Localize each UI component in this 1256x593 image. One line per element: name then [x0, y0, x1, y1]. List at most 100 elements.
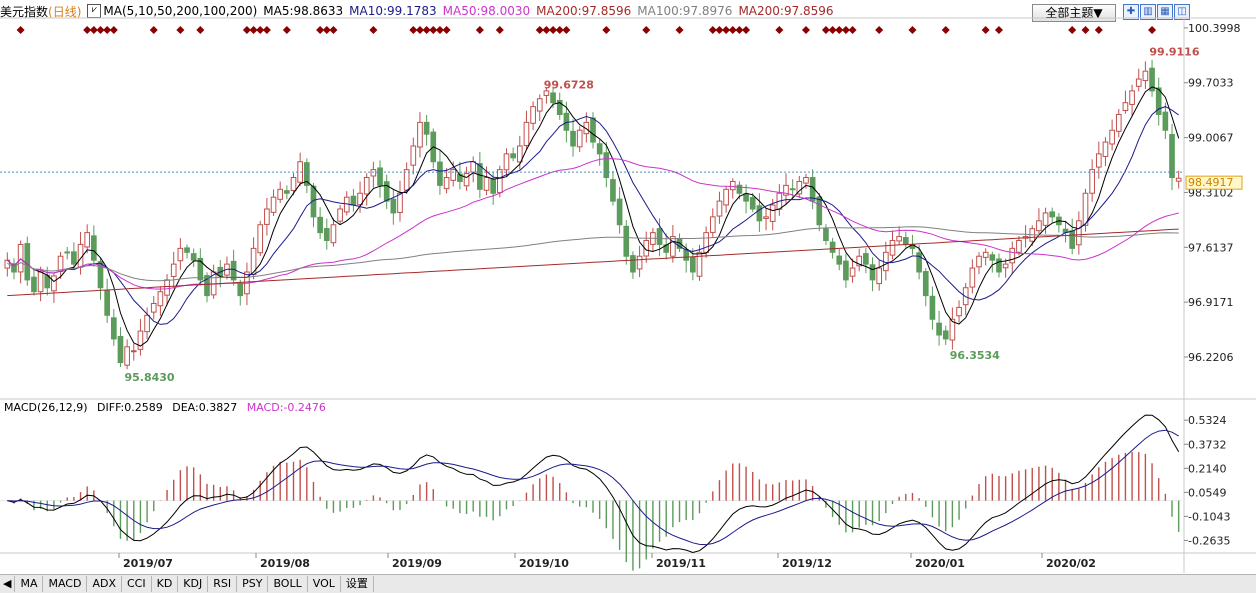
tab-settings[interactable]: 设置 — [341, 576, 374, 592]
candle-body — [1175, 177, 1182, 182]
signal-marker — [535, 26, 544, 34]
candle-body — [370, 169, 377, 177]
ma100-line — [7, 226, 1179, 282]
candle-body — [969, 267, 976, 288]
signal-marker — [642, 26, 651, 34]
time-tick-label: 2019/08 — [260, 557, 310, 570]
ma200-value-b: MA200:97.8596 — [738, 4, 834, 18]
macd-header: MACD(26,12,9) DIFF:0.2589 DEA:0.3827 MAC… — [4, 401, 332, 414]
ma5-line — [6, 86, 1180, 347]
time-tick-label: 2019/11 — [656, 557, 706, 570]
chart-layout-icon[interactable]: ▥ — [1140, 4, 1156, 20]
candle-body — [477, 163, 483, 190]
candle-body — [616, 198, 623, 226]
signal-marker — [555, 26, 564, 34]
price-tick-label: 96.2206 — [1188, 351, 1234, 364]
signal-marker — [1094, 26, 1103, 34]
candle-body — [410, 145, 417, 166]
candle-body — [390, 198, 397, 214]
tab-psy[interactable]: PSY — [237, 576, 269, 592]
candle-body — [543, 90, 550, 96]
ma10-value: MA10:99.1783 — [349, 4, 437, 18]
candle-body — [204, 275, 210, 297]
signal-marker — [495, 26, 504, 34]
time-tick-label: 2020/01 — [915, 557, 965, 570]
indicator-tabs: ◀ MA MACD ADX CCI KD KDJ RSI PSY BOLL VO… — [0, 574, 1256, 593]
candle-body — [610, 179, 616, 202]
signal-marker — [735, 26, 744, 34]
tab-adx[interactable]: ADX — [87, 576, 122, 592]
candle-body — [936, 322, 942, 336]
tab-rsi[interactable]: RSI — [208, 576, 238, 592]
candle-body — [264, 208, 270, 225]
candle-body — [463, 173, 470, 187]
candle-body — [982, 251, 989, 258]
instrument-title: 美元指数 — [0, 4, 49, 19]
candle-body — [317, 216, 323, 234]
candle-body — [690, 256, 696, 273]
signal-marker — [282, 26, 291, 34]
candle-body — [709, 216, 716, 233]
candle-body — [310, 185, 317, 218]
signal-marker — [708, 26, 717, 34]
candle-body — [383, 181, 390, 202]
signal-marker — [149, 26, 158, 34]
candle-body — [417, 121, 423, 148]
candle-body — [24, 243, 31, 281]
signal-marker — [728, 26, 737, 34]
tab-cci[interactable]: CCI — [122, 576, 152, 592]
candle-body — [270, 196, 277, 213]
candle-body — [1069, 230, 1076, 249]
tab-ma[interactable]: MA — [15, 576, 44, 592]
candle-body — [583, 121, 590, 135]
signal-marker — [675, 26, 684, 34]
signal-marker — [16, 26, 25, 34]
macd-tick-label: -0.2635 — [1188, 534, 1230, 547]
candle-body — [437, 161, 443, 186]
candle-body — [1002, 263, 1009, 269]
signal-marker — [409, 26, 418, 34]
tab-kdj[interactable]: KDJ — [178, 576, 209, 592]
tab-left-arrow[interactable]: ◀ — [0, 576, 16, 592]
candle-body — [523, 121, 530, 146]
candle-body — [636, 255, 643, 270]
candle-body — [683, 249, 690, 261]
candle-body — [749, 197, 756, 210]
signal-marker — [841, 26, 850, 34]
signal-marker — [1148, 26, 1157, 34]
candle-body — [397, 192, 403, 214]
signal-marker — [196, 26, 205, 34]
signal-marker — [602, 26, 611, 34]
tab-vol[interactable]: VOL — [308, 576, 341, 592]
candle-body — [536, 98, 543, 112]
candle-body — [443, 177, 450, 190]
tab-kd[interactable]: KD — [152, 576, 179, 592]
signal-marker — [262, 26, 271, 34]
period-label[interactable]: (日线) — [48, 4, 82, 19]
grid-view-icon[interactable]: ▦ — [1157, 4, 1173, 20]
candle-body — [956, 306, 962, 317]
candle-body — [676, 238, 683, 249]
candle-body — [284, 190, 290, 194]
signal-marker — [316, 26, 325, 34]
candle-body — [130, 350, 137, 353]
candle-body — [490, 178, 496, 194]
candle-body — [1129, 90, 1135, 105]
candle-body — [1115, 114, 1122, 132]
candle-body — [177, 247, 184, 262]
candle-body — [197, 257, 204, 281]
candle-body — [989, 254, 996, 261]
crosshair-icon[interactable]: ✚ — [1123, 4, 1139, 20]
candle-body — [1016, 240, 1022, 253]
candle-body — [330, 224, 337, 244]
window-toggle-icon[interactable]: ◫ — [1174, 4, 1190, 20]
tab-boll[interactable]: BOLL — [268, 576, 308, 592]
ma200-line — [7, 228, 1179, 297]
ma5-value: MA5:98.8633 — [263, 4, 344, 18]
price-annotation: 95.8430 — [124, 371, 174, 384]
macd-tick-label: -0.1043 — [1188, 510, 1230, 523]
tab-macd[interactable]: MACD — [43, 576, 88, 592]
signal-marker — [103, 26, 112, 34]
price-annotation: 99.9116 — [1149, 45, 1199, 58]
